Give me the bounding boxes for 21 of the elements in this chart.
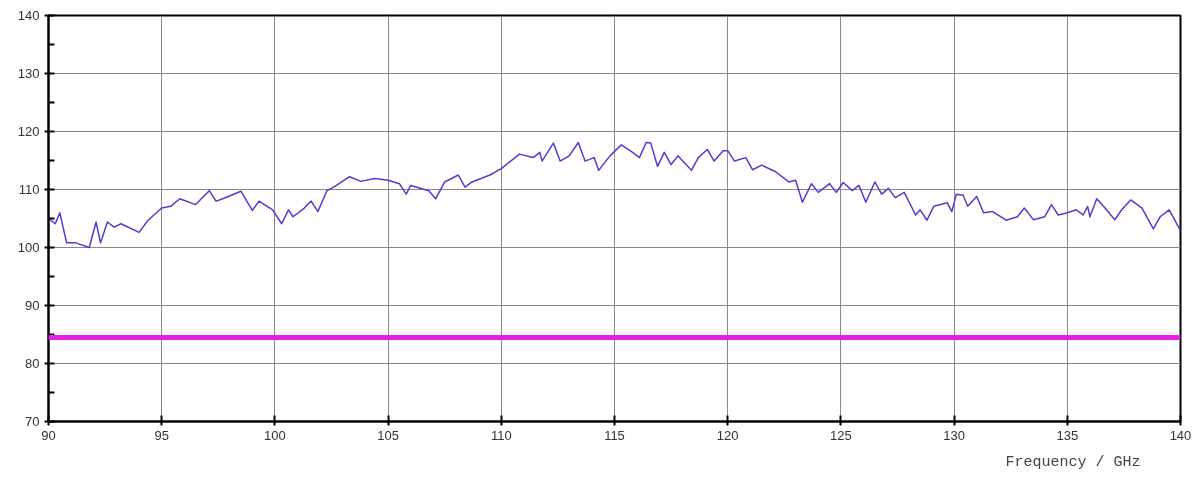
y-tick-label: 110: [18, 182, 40, 197]
x-tick-label: 120: [716, 427, 739, 443]
x-tick-label: 95: [154, 427, 169, 443]
x-tick-label: 105: [377, 427, 399, 443]
x-tick-label: 110: [490, 427, 512, 443]
x-tick-label: 90: [41, 427, 56, 443]
y-tick-label: 100: [17, 240, 40, 255]
line-series: [48, 141, 1181, 249]
y-tick-label: 80: [25, 356, 40, 371]
x-tick-label: 135: [1056, 427, 1079, 443]
y-tick-label: 70: [25, 414, 40, 429]
x-tick-label: 140: [1169, 427, 1192, 443]
x-axis-title: Frequency / GHz: [1005, 453, 1141, 471]
x-tick-label: 130: [943, 427, 965, 443]
y-tick-label: 140: [17, 8, 40, 23]
y-tick-label: 90: [25, 298, 40, 313]
x-tick-label: 100: [264, 427, 286, 443]
y-tick-label: 120: [17, 124, 40, 139]
x-tick-label: 125: [830, 427, 852, 443]
x-tick-label: 115: [604, 427, 625, 443]
y-tick-label: 130: [17, 66, 40, 81]
